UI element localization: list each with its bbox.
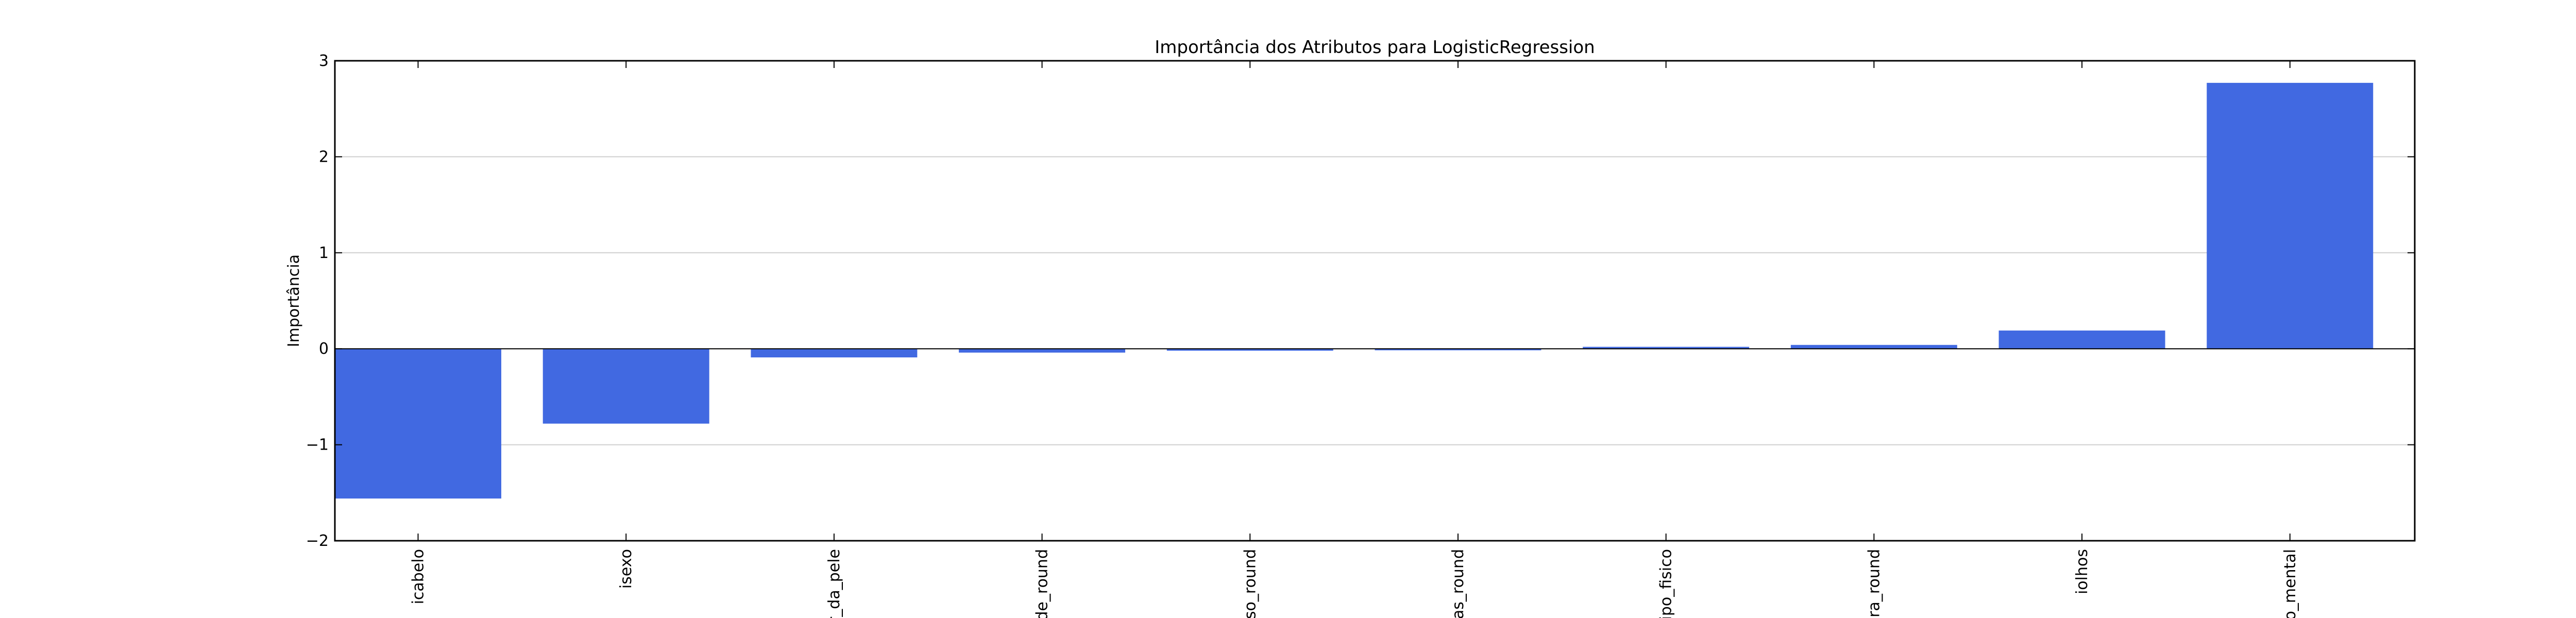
bar-eso_round: [1166, 349, 1333, 351]
bars: [335, 82, 2374, 499]
bar-o_mental: [2207, 82, 2374, 349]
y-tick-label: −1: [306, 436, 329, 454]
chart-title: Importância dos Atributos para LogisticR…: [1155, 37, 1595, 58]
x-tick-label: o_mental: [2281, 549, 2299, 618]
bar-tipo_fisico: [1583, 347, 1750, 349]
y-axis-label: Importância: [285, 254, 303, 347]
x-tick-label: icabelo: [409, 549, 427, 604]
bar-isexo: [543, 349, 709, 424]
y-tick-label: 1: [319, 244, 329, 262]
x-tick-label: ura_round: [1865, 549, 1883, 618]
x-tick-label: ias_round: [1449, 549, 1467, 618]
x-tick-label: iolhos: [2073, 549, 2091, 594]
bar-ias_round: [1375, 349, 1541, 351]
x-tick-label: de_round: [1033, 549, 1052, 618]
y-tick-label: 3: [319, 52, 329, 70]
x-tick-label: isexo: [617, 549, 635, 589]
y-ticks: −2 −1 0 1 2 3: [306, 52, 2415, 550]
bar-iolhos: [1998, 330, 2165, 349]
bar-ura_round: [1790, 345, 1957, 349]
y-tick-label: 0: [319, 340, 329, 358]
y-tick-label: 2: [319, 148, 329, 166]
bar-r_da_pele: [751, 349, 918, 357]
plot-frame: [334, 60, 2416, 542]
x-tick-label: eso_round: [1241, 549, 1259, 618]
y-tick-label: −2: [306, 532, 329, 550]
bar-icabelo: [335, 349, 501, 499]
x-tick-label: r_da_pele: [825, 549, 843, 618]
x-ticks: icabelo isexo r_da_pele de_round eso_round ia…: [409, 61, 2299, 618]
bar-de_round: [959, 349, 1126, 353]
x-tick-label: tipo_fisico: [1657, 549, 1675, 618]
